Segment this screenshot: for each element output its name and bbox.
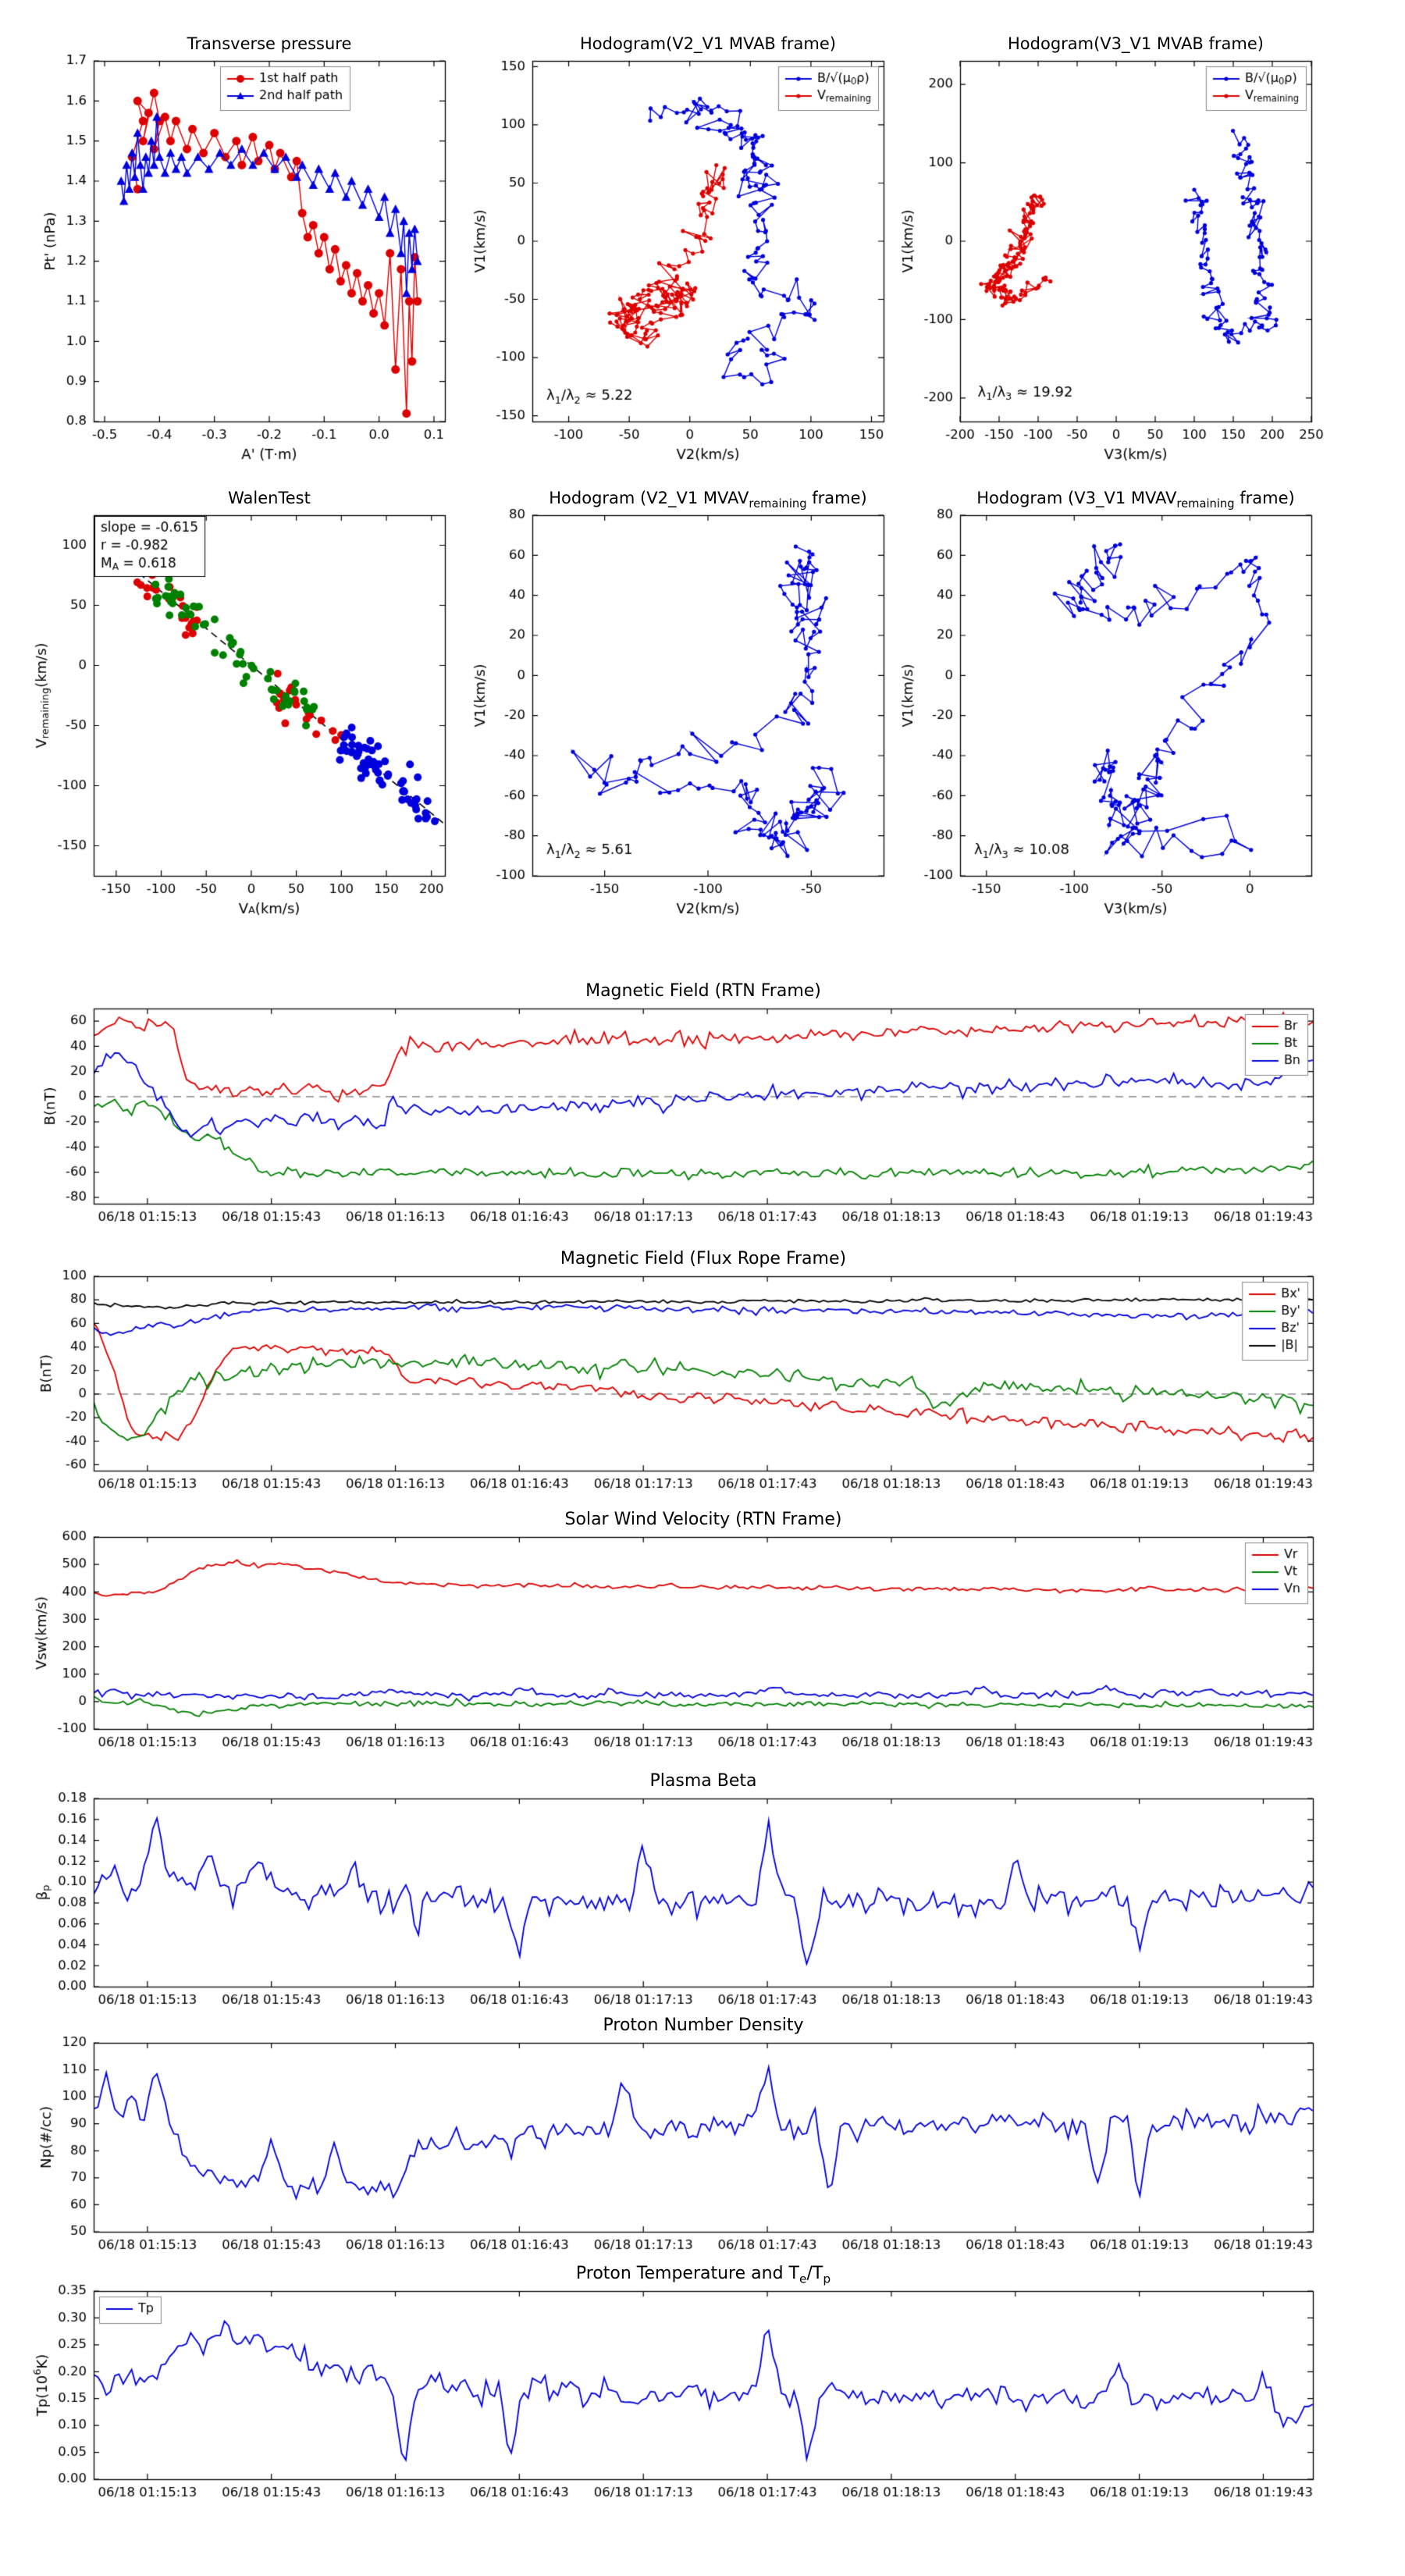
title-b-fluxrope: Magnetic Field (Flux Rope Frame): [560, 1249, 847, 1268]
title-hodogram-v3v1-mvav: Hodogram (V3_V1 MVAVremaining frame): [976, 489, 1295, 511]
title-hodogram-v2v1-mvab: Hodogram(V2_V1 MVAB frame): [580, 34, 836, 53]
title-transverse-pressure: Transverse pressure: [187, 34, 352, 53]
title-vsw-rtn: Solar Wind Velocity (RTN Frame): [564, 1510, 842, 1529]
title-tp: Proton Temperature and Te/Tp: [575, 2264, 831, 2286]
title-hodogram-v3v1-mvab: Hodogram(V3_V1 MVAB frame): [1008, 34, 1264, 53]
title-b-rtn: Magnetic Field (RTN Frame): [585, 981, 821, 1001]
title-plasma-beta: Plasma Beta: [649, 1771, 757, 1791]
title-np: Proton Number Density: [603, 2016, 804, 2035]
title-hodogram-v2v1-mvav: Hodogram (V2_V1 MVAVremaining frame): [549, 489, 867, 511]
title-walen-test: WalenTest: [228, 489, 311, 507]
